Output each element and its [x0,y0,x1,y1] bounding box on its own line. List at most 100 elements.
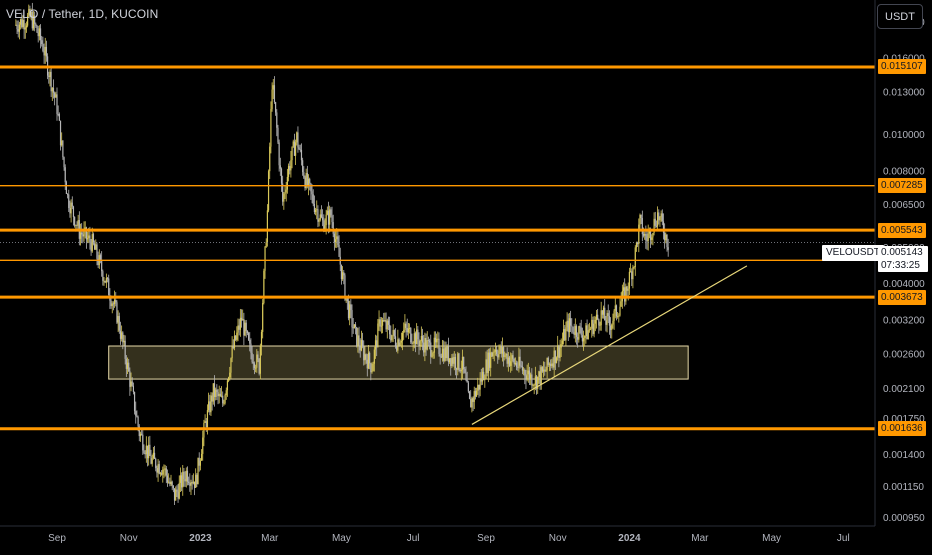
candle-body [175,489,177,501]
candle-body [139,433,142,437]
candle-body [657,212,659,227]
candle-body [666,234,668,248]
candle-body [377,323,379,348]
candle-body [91,234,93,252]
candle-body [370,363,372,373]
currency-button[interactable]: USDT [877,4,923,29]
candle-body [396,345,398,351]
candle-body [418,339,420,346]
candle-body [144,453,146,455]
candle-body [297,132,299,148]
candle-body [481,371,484,382]
level-price-tag: 0.001636 [878,421,926,437]
candle-body [518,356,520,368]
candle-body [523,369,525,371]
candle-body [222,395,224,404]
candle-body [372,363,374,372]
candle-body [28,8,30,16]
current-price-tag: 0.005143 07:33:25 [878,246,928,272]
candle-body [306,172,308,186]
candle-body [299,149,301,151]
candle-body [340,264,343,280]
candle-body [561,340,563,345]
candle-body [237,325,239,333]
y-tick-label: 0.001400 [883,450,925,461]
candle-body [96,244,98,259]
x-tick-label: May [762,533,781,544]
candle-body [470,398,472,408]
candle-body [364,354,366,361]
candle-body [510,361,512,366]
candle-body [303,172,305,178]
candle-body [431,356,433,358]
candle-body [410,328,412,343]
candle-body [270,109,272,147]
candle-body [148,444,150,459]
candle-body [456,368,458,370]
y-tick-label: 0.000950 [883,513,925,524]
candle-body [517,366,519,368]
candle-body [165,468,167,476]
candle-body [239,317,241,330]
candle-body [311,191,313,195]
candle-body [193,481,196,488]
candle-body [503,347,505,357]
candle-body [223,403,225,405]
candle-body [611,324,613,330]
candle-body [665,234,667,241]
candle-body [110,300,112,307]
candle-body [27,15,29,26]
candle-body [56,94,58,114]
candle-body [577,336,579,340]
candle-body [83,230,85,237]
candle-body [634,247,636,268]
candle-body [149,444,151,456]
candle-body [438,338,440,355]
candle-body [541,367,544,372]
candle-body [472,398,474,402]
candle-body [566,320,568,328]
candle-body [471,398,473,408]
candle-body [521,366,524,371]
candle-body [559,347,561,358]
candle-body [622,287,625,292]
candle-body [257,354,259,360]
candle-body [136,415,138,418]
candle-body [381,320,384,326]
candle-body [371,371,373,373]
candle-body [157,464,159,473]
candle-body [133,391,136,412]
candle-body [655,225,658,227]
candle-body [419,340,421,346]
candle-body [607,313,609,317]
x-tick-label: Nov [549,533,567,544]
candle-body [332,222,334,234]
candle-body [70,202,72,214]
candle-body [467,382,469,392]
candle-body [161,473,163,475]
candle-body [343,272,345,276]
candle-body [62,140,64,158]
candle-body [284,192,286,194]
candle-body [454,357,457,369]
candle-body [494,349,497,352]
candle-body [527,370,529,375]
candle-body [552,363,554,368]
candle-body [445,347,447,359]
candle-body [189,482,191,486]
candle-body [243,319,245,336]
candle-body [279,165,281,169]
candle-body [262,302,264,332]
candle-body [464,368,466,373]
candle-body [573,332,575,335]
candle-body [651,237,653,240]
candle-body [642,234,645,236]
candle-body [125,358,127,369]
candle-body [336,236,338,240]
candle-body [146,445,149,459]
candle-body [325,214,327,226]
candle-body [417,329,419,340]
candle-body [155,458,157,469]
